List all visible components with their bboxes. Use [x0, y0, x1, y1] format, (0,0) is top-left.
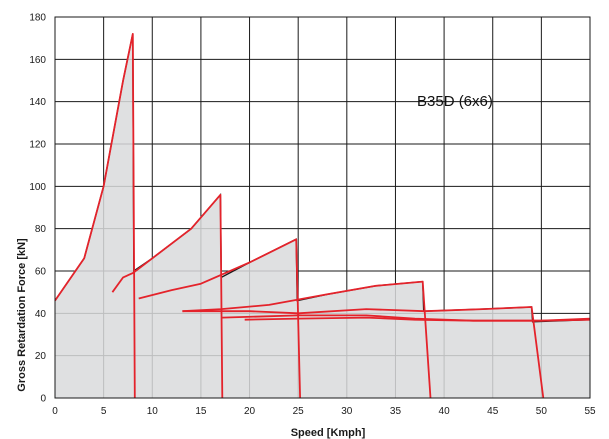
plot-frame	[54, 16, 591, 399]
y-tick-label: 80	[35, 224, 47, 235]
y-tick-label: 40	[35, 309, 47, 320]
y-axis-label: Gross Retardation Force [kN]	[16, 238, 28, 392]
series-layer	[54, 33, 591, 399]
y-tick-label: 160	[29, 55, 46, 66]
x-axis-label: Speed [Kmph]	[291, 427, 366, 439]
x-tick-label: 25	[293, 406, 305, 417]
x-tick-label: 50	[536, 406, 548, 417]
x-tick-label: 15	[195, 406, 207, 417]
y-tick-label: 20	[35, 351, 47, 362]
x-tick-labels: 0 5 10 15 20 25 30 35 40 45 50 55	[52, 406, 596, 417]
x-tick-label: 30	[341, 406, 353, 417]
x-tick-label: 5	[101, 406, 107, 417]
envelope-area	[55, 33, 590, 399]
x-tick-label: 10	[147, 406, 159, 417]
series-line	[182, 306, 545, 399]
y-tick-labels: 0 20 40 60 80 100 120 140 160 180	[29, 13, 46, 405]
series-line	[182, 280, 432, 399]
x-tick-label: 40	[439, 406, 451, 417]
y-tick-label: 100	[29, 182, 46, 193]
y-tick-label: 60	[35, 267, 47, 278]
x-tick-label: 55	[584, 406, 596, 417]
series-line	[138, 238, 301, 399]
y-tick-label: 0	[40, 394, 46, 405]
series-line	[244, 316, 591, 322]
y-tick-label: 120	[29, 140, 46, 151]
model-annotation: B35D (6x6)	[417, 93, 493, 110]
x-tick-label: 0	[52, 406, 58, 417]
series-line	[54, 33, 136, 399]
series-line	[111, 193, 224, 399]
y-tick-label: 140	[29, 97, 46, 108]
x-tick-label: 35	[390, 406, 402, 417]
x-tick-label: 45	[487, 406, 499, 417]
x-tick-label: 20	[244, 406, 256, 417]
y-tick-label: 180	[29, 13, 46, 24]
